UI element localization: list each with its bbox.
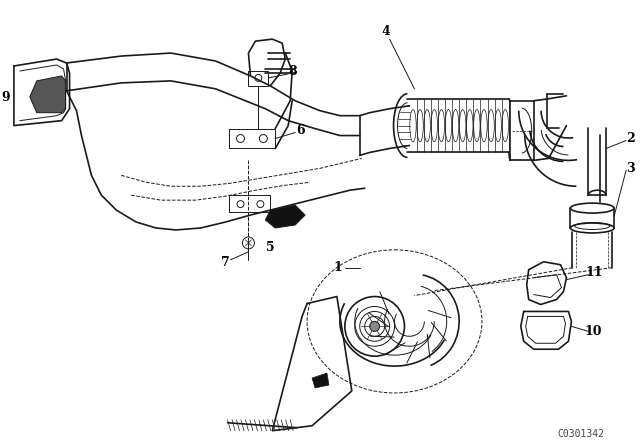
Text: 1: 1 [333,261,342,274]
Circle shape [370,321,380,332]
Text: C0301342: C0301342 [557,429,604,439]
Text: 8: 8 [289,65,298,78]
Text: 5: 5 [266,241,275,254]
Text: 2: 2 [626,132,634,145]
Text: 3: 3 [626,162,634,175]
Text: 6: 6 [296,124,305,137]
Polygon shape [312,373,329,388]
Polygon shape [266,205,305,228]
Text: 11: 11 [586,266,603,279]
Text: 10: 10 [584,325,602,338]
Text: 7: 7 [221,256,230,269]
Text: 9: 9 [2,91,10,104]
Polygon shape [30,76,65,113]
Text: 4: 4 [381,25,390,38]
